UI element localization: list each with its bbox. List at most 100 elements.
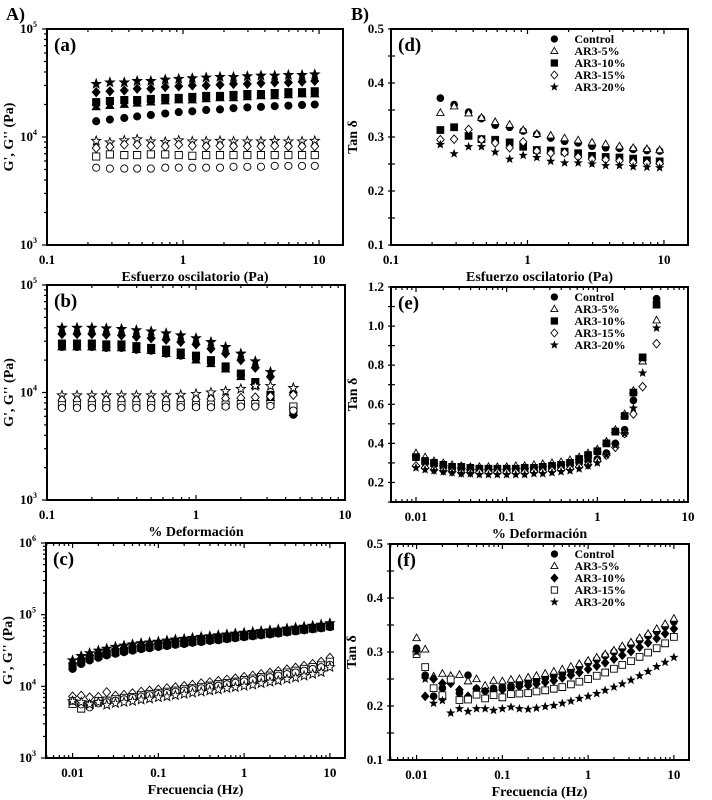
data-point <box>202 151 211 160</box>
y-tick-label: 0.4 <box>368 435 385 450</box>
data-point <box>437 668 447 677</box>
data-point <box>557 698 567 708</box>
y-tick-label: 0.6 <box>368 396 385 411</box>
x-tick-label: 0.1 <box>494 767 510 782</box>
data-point <box>269 90 280 100</box>
y-tick-base: 10 <box>20 21 33 36</box>
data-point <box>94 653 103 662</box>
y-tick-base: 10 <box>19 750 32 765</box>
y-tick-label: 104 <box>20 384 37 400</box>
data-point <box>87 342 96 352</box>
data-point <box>601 668 610 677</box>
data-point <box>455 696 464 704</box>
y-tick-base: 10 <box>20 129 33 144</box>
legend-label: AR3-10% <box>574 56 625 70</box>
data-point <box>558 683 567 691</box>
data-point <box>481 694 489 703</box>
data-point <box>489 691 498 700</box>
data-point <box>118 76 131 88</box>
data-point <box>428 698 439 708</box>
data-point <box>465 468 476 478</box>
data-point <box>243 162 252 171</box>
data-point <box>128 646 137 655</box>
legend-entry-ar3-5pct: AR3-5% <box>550 302 620 316</box>
data-point <box>660 657 670 667</box>
data-point <box>215 105 225 114</box>
data-point <box>634 670 645 680</box>
plot-frame <box>46 28 344 246</box>
y-tick-base: 10 <box>20 237 33 252</box>
data-point <box>120 113 129 123</box>
data-point <box>191 354 201 364</box>
panel-f-frequency-sweep-tan-delta: 0.01 0.1 1 10 0.1 0.2 0.3 0.4 0.5 Frecuencia (Hz)… <box>345 536 690 800</box>
data-point <box>472 690 481 699</box>
data-point <box>497 676 507 685</box>
data-point <box>532 128 542 137</box>
data-point <box>602 439 611 448</box>
data-point <box>592 671 601 680</box>
data-point <box>174 163 183 172</box>
data-point <box>251 402 260 411</box>
data-point <box>614 160 625 170</box>
data-point <box>490 138 500 148</box>
data-point <box>463 141 474 151</box>
series-ar3-15pct <box>412 633 678 704</box>
data-point <box>105 100 115 110</box>
data-point <box>420 464 430 474</box>
data-point <box>169 689 182 701</box>
data-point <box>600 685 610 695</box>
data-point <box>102 651 111 660</box>
data-point <box>172 72 185 84</box>
data-point <box>600 649 610 658</box>
x-tick-label: 1 <box>193 507 200 522</box>
data-point <box>574 693 584 703</box>
legend-marker-star6-icon <box>550 597 559 606</box>
legend-marker-triangle-icon <box>550 561 559 570</box>
data-point <box>567 680 575 689</box>
data-point <box>264 379 277 391</box>
y-tick-label: 0.4 <box>368 75 385 90</box>
data-point <box>583 691 593 701</box>
data-point <box>187 140 197 151</box>
legend-marker-triangle-icon <box>550 46 559 55</box>
data-point <box>133 151 142 160</box>
data-point <box>547 467 557 477</box>
data-point <box>229 681 242 693</box>
data-point <box>472 674 482 683</box>
data-point <box>429 465 439 475</box>
data-point <box>308 625 317 634</box>
data-point <box>119 648 129 657</box>
data-point <box>272 674 285 686</box>
panel-label: (a) <box>54 35 76 56</box>
data-point <box>435 139 445 149</box>
data-point <box>137 645 146 654</box>
data-point <box>601 160 611 170</box>
data-point <box>102 343 111 352</box>
data-point <box>162 349 171 358</box>
data-point <box>228 92 239 102</box>
data-point <box>298 100 307 110</box>
x-axis: 0.1 1 10 <box>39 29 326 267</box>
data-point <box>505 154 515 164</box>
legend-entry-ar3-5pct: AR3-5% <box>550 44 620 58</box>
data-point <box>191 403 201 412</box>
data-point <box>116 330 127 341</box>
data-point <box>180 639 189 649</box>
data-point <box>447 467 457 477</box>
y-tick-label: 0.3 <box>367 644 384 659</box>
data-point <box>611 427 620 436</box>
data-point <box>283 141 293 152</box>
data-point <box>119 99 130 108</box>
data-point <box>161 690 173 702</box>
panel-d-stress-sweep-tan-delta: 0.1 1 10 0.1 0.2 0.3 0.4 0.5 Esfuerzo oscilatori… <box>346 21 689 285</box>
y-tick-label: 0.2 <box>367 698 383 713</box>
data-point <box>57 328 67 340</box>
data-point <box>132 139 142 150</box>
data-point <box>256 141 266 152</box>
legend-label: Control <box>574 32 614 46</box>
data-point <box>592 652 602 661</box>
data-point <box>540 701 550 711</box>
data-point <box>146 140 156 151</box>
data-point <box>77 659 86 669</box>
